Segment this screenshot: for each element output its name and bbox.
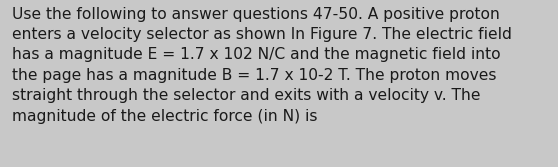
Text: Use the following to answer questions 47-50. A positive proton
enters a velocity: Use the following to answer questions 47… bbox=[12, 7, 512, 124]
